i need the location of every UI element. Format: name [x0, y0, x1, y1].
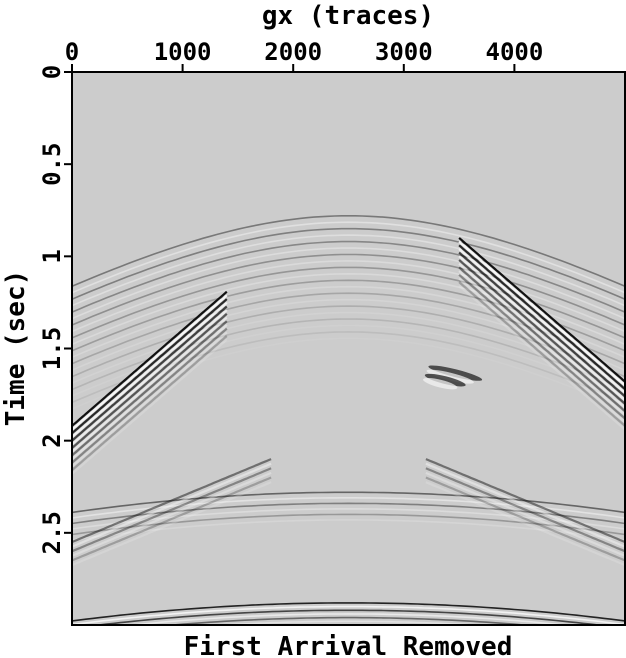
x-axis-label: gx (traces)	[262, 1, 434, 31]
seismic-events	[72, 215, 625, 625]
event-wavelet	[72, 221, 625, 294]
event-wavelet	[72, 481, 272, 567]
x-tick-label: 2000	[264, 38, 322, 66]
event-wavelet	[458, 270, 625, 416]
event-wavelet	[72, 476, 272, 562]
event-wavelet	[72, 312, 228, 449]
plot-area	[71, 71, 626, 626]
x-tick-label: 1000	[154, 38, 212, 66]
event-wavelet	[72, 462, 272, 548]
event-wavelet	[72, 253, 625, 326]
event-wavelet	[72, 519, 625, 541]
event-wavelet	[458, 240, 625, 387]
event-wavelet	[72, 301, 228, 438]
event-wavelet	[72, 324, 228, 460]
event-wavelet	[72, 290, 228, 427]
event-wavelet	[91, 609, 606, 625]
event-wavelet	[425, 462, 625, 548]
event-wavelet	[72, 497, 625, 519]
event-wavelet	[72, 215, 625, 288]
event-blob	[428, 365, 483, 381]
event-wavelet	[458, 262, 625, 409]
event-wavelet	[72, 260, 625, 333]
event-wavelet	[458, 251, 625, 398]
event-wavelet	[72, 331, 228, 468]
event-wavelet	[72, 298, 228, 435]
event-wavelet	[458, 281, 625, 427]
event-wavelet	[458, 284, 625, 431]
event-wavelet	[425, 481, 625, 567]
event-wavelet	[72, 327, 228, 464]
y-tick-label: 2.5	[38, 511, 66, 554]
event-wavelet	[72, 335, 228, 472]
event-wavelet	[458, 248, 625, 394]
event-wavelet	[72, 298, 625, 371]
event-wavelet	[72, 471, 272, 557]
event-wavelet	[458, 277, 625, 424]
event-wavelet	[72, 294, 228, 431]
event-wavelet	[72, 508, 625, 530]
plot-background	[72, 72, 625, 625]
event-wavelet	[72, 513, 625, 536]
event-wavelet	[72, 605, 625, 625]
y-tick-label: 1	[38, 249, 66, 263]
event-wavelet	[163, 616, 534, 625]
event-wavelet	[125, 613, 572, 625]
event-wavelet	[72, 502, 625, 525]
event-wavelet	[425, 467, 625, 553]
event-wavelet	[211, 620, 486, 625]
event-wavelet	[72, 305, 228, 442]
event-wavelet	[72, 227, 625, 300]
x-tick-label: 4000	[486, 38, 544, 66]
event-wavelet	[458, 255, 625, 401]
chart-title: First Arrival Removed	[184, 632, 513, 658]
y-tick-label: 0.5	[38, 142, 66, 185]
event-wavelet	[72, 320, 228, 457]
event-wavelet	[72, 285, 625, 359]
event-wavelet	[72, 316, 228, 453]
y-axis-label: Time (sec)	[1, 270, 31, 427]
event-wavelet	[425, 471, 625, 557]
y-tick-label: 1.5	[38, 327, 66, 370]
event-wavelet	[425, 476, 625, 562]
y-tick-label: 2	[38, 433, 66, 447]
event-wavelet	[72, 247, 625, 320]
event-wavelet	[72, 234, 625, 307]
event-wavelet	[72, 240, 625, 313]
event-wavelet	[458, 266, 625, 413]
event-blob	[424, 373, 466, 387]
x-tick-label: 3000	[375, 38, 433, 66]
event-wavelet	[72, 467, 272, 553]
x-axis: 0 1000 2000 3000 4000	[65, 38, 544, 72]
event-blob	[423, 377, 458, 390]
event-wavelet	[458, 273, 625, 420]
event-wavelet	[72, 458, 272, 544]
event-wavelet	[458, 244, 625, 390]
event-wavelet	[458, 237, 625, 383]
event-wavelet	[72, 602, 625, 622]
event-wavelet	[72, 305, 625, 378]
x-tick-label: 0	[65, 38, 79, 66]
y-tick-label: 0	[38, 65, 66, 79]
event-wavelet	[72, 338, 228, 475]
y-axis: 0 0.5 1 1.5 2 2.5	[38, 65, 72, 555]
event-wavelet	[425, 458, 625, 544]
event-wavelet	[458, 259, 625, 405]
event-wavelet	[72, 309, 228, 446]
event-wavelet	[72, 491, 625, 514]
event-blob	[426, 369, 474, 384]
